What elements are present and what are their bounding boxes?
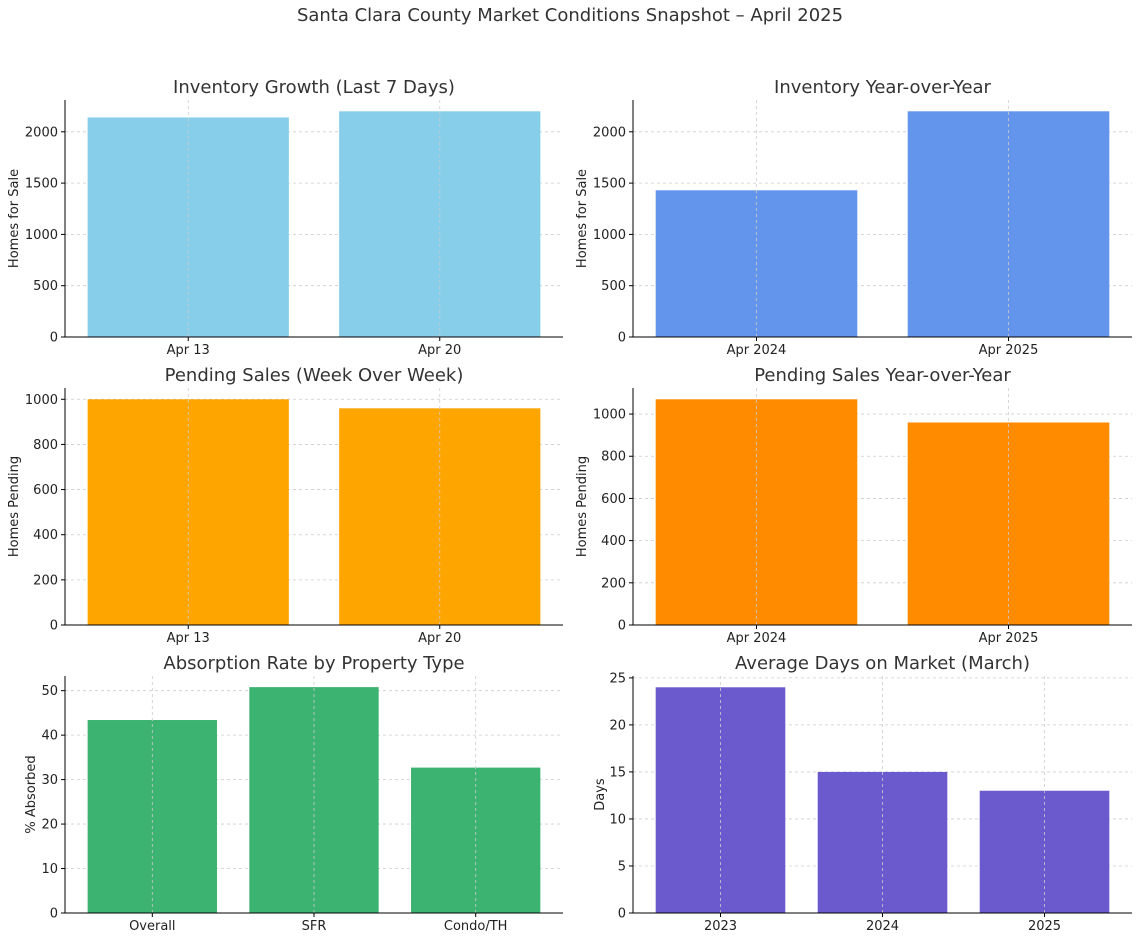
chart-absorption-rate-ytick-label: 40 — [41, 729, 58, 744]
chart-absorption-rate-xtick-label-condo-th: Condo/TH — [444, 919, 508, 934]
chart-pending-yoy-ytick-label: 800 — [601, 450, 626, 465]
chart-days-on-market-bar-2024 — [817, 771, 948, 913]
chart-pending-yoy: Pending Sales Year-over-Year Homes Pendin… — [575, 365, 1132, 646]
chart-inventory-yoy-ytick-label: 2000 — [593, 125, 626, 140]
chart-inventory-yoy-title: Inventory Year-over-Year — [774, 77, 992, 98]
chart-absorption-rate-ytick-label: 20 — [41, 818, 58, 833]
chart-days-on-market-ytick-label: 10 — [609, 812, 626, 827]
chart-absorption-rate-ylabel: % Absorbed — [24, 755, 39, 833]
chart-absorption-rate-ytick-label: 0 — [50, 907, 58, 922]
chart-pending-yoy-ytick-label: 200 — [601, 576, 626, 591]
figure-title: Santa Clara County Market Conditions Sna… — [296, 5, 844, 26]
chart-pending-wow-xtick-label-apr-20: Apr 20 — [418, 631, 461, 646]
chart-inventory-growth-ytick-label: 500 — [33, 279, 58, 294]
chart-pending-yoy-ytick-label: 1000 — [593, 408, 626, 423]
chart-inventory-yoy-ytick-label: 1500 — [593, 177, 626, 192]
chart-days-on-market-xtick-label-2024: 2024 — [866, 919, 899, 934]
chart-days-on-market-xtick-label-2025: 2025 — [1028, 919, 1061, 934]
chart-inventory-growth: Inventory Growth (Last 7 Days) Homes for … — [7, 77, 563, 358]
chart-days-on-market-bar-2023 — [655, 687, 786, 913]
chart-days-on-market-ylabel: Days — [593, 778, 608, 811]
chart-pending-yoy-ytick-label: 400 — [601, 534, 626, 549]
chart-pending-wow-ytick-label: 600 — [33, 483, 58, 498]
chart-inventory-yoy-ytick-label: 1000 — [593, 228, 626, 243]
chart-pending-wow-ytick-label: 1000 — [25, 393, 58, 408]
chart-inventory-yoy-xtick-label-apr-2024: Apr 2024 — [727, 343, 787, 358]
chart-days-on-market-ytick-label: 15 — [609, 765, 626, 780]
chart-inventory-growth-ytick-label: 2000 — [25, 125, 58, 140]
chart-pending-wow-ytick-label: 200 — [33, 573, 58, 588]
chart-absorption-rate-xtick-label-overall: Overall — [129, 919, 175, 934]
chart-inventory-growth-xtick-label-apr-20: Apr 20 — [418, 343, 461, 358]
chart-days-on-market-ytick-label: 5 — [618, 859, 626, 874]
chart-inventory-yoy-ytick-label: 500 — [601, 279, 626, 294]
chart-pending-yoy-xtick-label-apr-2024: Apr 2024 — [727, 631, 787, 646]
chart-days-on-market-ytick-label: 0 — [618, 907, 626, 922]
chart-pending-wow-ytick-label: 0 — [50, 619, 58, 634]
chart-absorption-rate-ytick-label: 10 — [41, 862, 58, 877]
chart-inventory-yoy-xtick-label-apr-2025: Apr 2025 — [979, 343, 1039, 358]
chart-pending-wow-ylabel: Homes Pending — [7, 456, 22, 557]
chart-absorption-rate-ytick-label: 30 — [41, 773, 58, 788]
chart-inventory-growth-ytick-label: 0 — [50, 331, 58, 346]
chart-pending-yoy-ylabel: Homes Pending — [575, 456, 590, 557]
chart-pending-yoy-title: Pending Sales Year-over-Year — [754, 365, 1011, 386]
chart-days-on-market-ytick-label: 20 — [609, 718, 626, 733]
chart-inventory-growth-ytick-label: 1000 — [25, 228, 58, 243]
chart-pending-yoy-xtick-label-apr-2025: Apr 2025 — [979, 631, 1039, 646]
chart-absorption-rate-title: Absorption Rate by Property Type — [163, 653, 464, 674]
chart-inventory-growth-ytick-label: 1500 — [25, 177, 58, 192]
chart-absorption-rate-ytick-label: 50 — [41, 684, 58, 699]
chart-days-on-market-xtick-label-2023: 2023 — [704, 919, 737, 934]
chart-absorption-rate: Absorption Rate by Property Type % Absorb… — [24, 653, 563, 934]
chart-pending-wow-xtick-label-apr-13: Apr 13 — [167, 631, 210, 646]
chart-pending-yoy-ytick-label: 0 — [618, 619, 626, 634]
chart-inventory-yoy: Inventory Year-over-Year Homes for Sale 0 5… — [575, 77, 1132, 358]
chart-pending-wow: Pending Sales (Week Over Week) Homes Pend… — [7, 365, 563, 646]
chart-days-on-market-title: Average Days on Market (March) — [735, 653, 1030, 674]
chart-pending-yoy-ytick-label: 600 — [601, 492, 626, 507]
chart-inventory-yoy-ytick-label: 0 — [618, 331, 626, 346]
chart-pending-wow-ytick-label: 400 — [33, 528, 58, 543]
chart-pending-wow-title: Pending Sales (Week Over Week) — [165, 365, 464, 386]
chart-absorption-rate-xtick-label-sfr: SFR — [302, 919, 327, 934]
chart-inventory-growth-title: Inventory Growth (Last 7 Days) — [173, 77, 455, 98]
chart-inventory-yoy-ylabel: Homes for Sale — [575, 169, 590, 268]
chart-pending-wow-ytick-label: 800 — [33, 438, 58, 453]
chart-inventory-growth-ylabel: Homes for Sale — [7, 169, 22, 268]
chart-inventory-growth-xtick-label-apr-13: Apr 13 — [167, 343, 210, 358]
chart-days-on-market-ytick-label: 25 — [609, 671, 626, 686]
